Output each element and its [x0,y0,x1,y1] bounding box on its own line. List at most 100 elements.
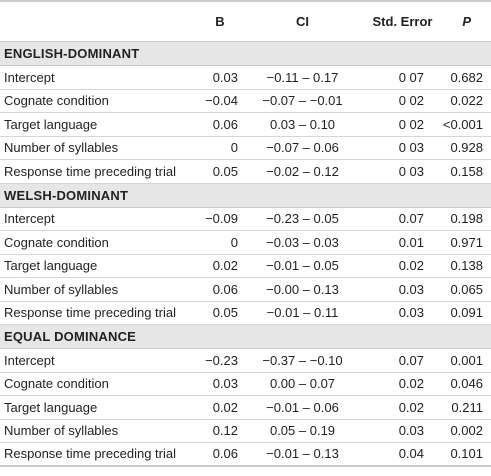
b-value: −0.09 [205,211,238,227]
std-error-value: 0 02 [398,116,424,132]
std-error-value: 0.02 [398,399,424,415]
row-label: Response time preceding trial [4,163,176,179]
table-row: Intercept 0.03 −0.11 – 0.17 0 07 0.682 [0,66,491,90]
b-value: 0.06 [212,446,238,462]
p-value: 0.091 [450,305,483,321]
table-row: Target language 0.02 −0.01 – 0.06 0.02 0.211 [0,396,491,420]
p-value: 0.001 [450,352,483,368]
section-title: WELSH-DOMINANT [4,187,129,203]
ci-value: −0.00 – 0.13 [266,281,339,297]
table-row: Cognate condition −0.04 −0.07 – −0.01 0 02 0… [0,90,491,113]
p-value: 0.022 [450,93,483,109]
std-error-value: 0.01 [398,234,424,250]
std-error-value: 0.03 [398,281,424,297]
p-value: 0.065 [450,281,483,297]
b-value: 0.06 [212,281,238,297]
header-cell-std-error: Std. Error [372,14,433,29]
p-value: 0.928 [450,140,483,156]
b-value: −0.04 [205,93,238,109]
b-value: 0.03 [212,376,238,392]
section-header: WELSH-DOMINANT [0,183,491,208]
table-row: Number of syllables 0.12 0.05 – 0.19 0.03 0.… [0,420,491,443]
row-label: Target language [4,116,98,132]
table-row: Cognate condition 0 −0.03 – 0.03 0.01 0.971 [0,231,491,255]
b-value: 0.06 [212,116,238,132]
table-row: Target language 0.02 −0.01 – 0.05 0.02 0.138 [0,255,491,278]
std-error-value: 0 03 [398,140,424,156]
table-row: Response time preceding trial 0.05 −0.01 –… [0,302,491,325]
std-error-value: 0 02 [398,93,424,109]
table-row: Number of syllables 0.06 −0.00 – 0.13 0.03 0… [0,278,491,302]
row-label: Number of syllables [4,140,119,156]
b-value: −0.23 [205,352,238,368]
ci-value: 0.05 – 0.19 [269,423,336,439]
b-value: 0.03 [212,69,238,85]
table-row: Response time preceding trial 0.05 −0.02 –… [0,160,491,184]
ci-value: −0.03 – 0.03 [266,234,339,250]
std-error-value: 0.04 [398,446,424,462]
table-row: Cognate condition 0.03 0.00 – 0.07 0.02 0.04… [0,373,491,396]
ci-value: 0.03 – 0.10 [269,116,336,132]
header-cell-b: B [215,14,225,29]
row-label: Number of syllables [4,281,119,297]
section-title: EQUAL DOMINANCE [4,329,137,344]
header-cell-p: P [462,14,471,29]
p-value: 0.971 [450,234,483,250]
table-body: ENGLISH-DOMINANT Intercept 0.03 −0.11 – 0.1… [0,42,491,467]
row-label: Target language [4,258,98,274]
std-error-value: 0 03 [398,163,424,179]
std-error-value: 0.03 [398,423,424,439]
row-label: Response time preceding trial [4,305,176,321]
p-value: <0.001 [442,116,483,132]
std-error-value: 0.02 [398,376,424,392]
ci-value: −0.07 – −0.01 [262,93,343,109]
ci-value: −0.01 – 0.05 [266,258,339,274]
section-header: ENGLISH-DOMINANT [0,42,491,66]
table-row: Intercept −0.23 −0.37 – −0.10 0.07 0.001 [0,349,491,373]
p-value: 0.682 [450,69,483,85]
row-label: Response time preceding trial [4,446,176,462]
b-value: 0 [230,140,238,156]
row-label: Cognate condition [4,234,109,250]
ci-value: −0.02 – 0.12 [266,163,339,179]
std-error-value: 0 07 [398,69,424,85]
ci-value: −0.01 – 0.06 [266,399,339,415]
section-header: EQUAL DOMINANCE [0,325,491,349]
row-label: Cognate condition [4,376,109,392]
b-value: 0.02 [212,399,238,415]
table-row: Response time preceding trial 0.06 −0.01 –… [0,443,491,467]
table-header-row: B CI Std. Error P [0,2,491,42]
p-value: 0.002 [450,423,483,439]
ci-value: −0.07 – 0.06 [266,140,339,156]
ci-value: −0.37 – −0.10 [262,352,343,368]
b-value: 0.05 [212,163,238,179]
row-label: Target language [4,399,98,415]
ci-value: −0.01 – 0.13 [266,446,339,462]
row-label: Intercept [4,352,55,368]
p-value: 0.158 [450,163,483,179]
p-value: 0.198 [450,211,483,227]
row-label: Intercept [4,69,55,85]
b-value: 0.05 [212,305,238,321]
ci-value: −0.01 – 0.11 [266,305,339,321]
ci-value: −0.23 – 0.05 [266,211,339,227]
std-error-value: 0.07 [398,352,424,368]
header-cell-ci: CI [296,14,309,29]
p-value: 0.138 [450,258,483,274]
table-row: Intercept −0.09 −0.23 – 0.05 0.07 0.198 [0,208,491,231]
std-error-value: 0.02 [398,258,424,274]
row-label: Intercept [4,211,55,227]
row-label: Number of syllables [4,423,119,439]
row-label: Cognate condition [4,93,109,109]
b-value: 0.02 [212,258,238,274]
p-value: 0.101 [450,446,483,462]
table-row: Target language 0.06 0.03 – 0.10 0 02 <0.001 [0,113,491,137]
p-value: 0.046 [450,376,483,392]
p-value: 0.211 [451,399,483,415]
b-value: 0 [230,234,238,250]
section-title: ENGLISH-DOMINANT [4,46,140,61]
table-row: Number of syllables 0 −0.07 – 0.06 0 03 0.92… [0,137,491,160]
ci-value: −0.11 – 0.17 [266,69,339,85]
b-value: 0.12 [212,423,238,439]
